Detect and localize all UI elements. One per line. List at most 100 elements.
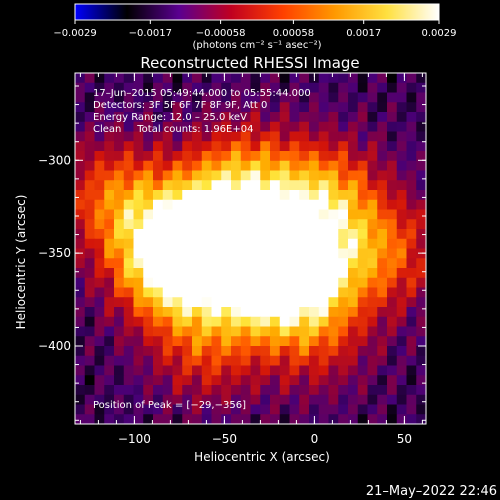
heatmap-cell <box>367 355 378 367</box>
annotation-clean: Clean Total counts: 1.96E+04 <box>93 124 253 135</box>
heatmap-cell <box>153 151 164 162</box>
heatmap-cell <box>260 112 271 123</box>
heatmap-cell <box>309 190 320 201</box>
heatmap-cell <box>84 121 96 133</box>
heatmap-cell <box>240 248 252 259</box>
heatmap-cell <box>114 141 125 152</box>
heatmap-cell <box>143 394 154 406</box>
heatmap-cell <box>299 346 310 357</box>
heatmap-cell <box>328 82 339 94</box>
heatmap-cell <box>318 346 330 357</box>
heatmap-cell <box>270 297 281 308</box>
heatmap-cell <box>289 248 300 259</box>
heatmap-cell <box>367 73 378 84</box>
heatmap-cell <box>94 355 105 367</box>
heatmap-cell <box>377 414 388 424</box>
heatmap-cell <box>387 102 398 113</box>
heatmap-cell <box>94 287 105 298</box>
heatmap-cell <box>309 268 320 279</box>
heatmap-cell <box>416 375 426 386</box>
heatmap-cell <box>377 131 388 142</box>
heatmap-cell <box>396 316 408 328</box>
heatmap-cell <box>367 375 378 386</box>
heatmap-cell <box>231 141 242 152</box>
heatmap-cell <box>104 336 115 347</box>
heatmap-cell <box>182 102 193 113</box>
heatmap-cell <box>192 131 203 142</box>
heatmap-cell <box>348 346 359 357</box>
heatmap-cell <box>348 365 359 376</box>
heatmap-cell <box>104 316 115 328</box>
heatmap-cell <box>299 385 310 396</box>
heatmap-cell <box>318 151 330 162</box>
heatmap-cell <box>279 394 291 406</box>
heatmap-cell <box>367 209 378 220</box>
heatmap-cell <box>221 346 232 357</box>
heatmap-cell <box>84 238 96 250</box>
heatmap-cell <box>133 141 144 152</box>
heatmap-cell <box>104 346 115 357</box>
colorbar-tick-label: −0.0017 <box>129 28 172 39</box>
heatmap-cell <box>240 316 252 328</box>
heatmap-cell <box>123 248 135 259</box>
heatmap-cell <box>143 121 154 133</box>
heatmap-cell <box>192 82 203 94</box>
heatmap-cell <box>318 73 330 84</box>
heatmap-cell <box>416 385 426 396</box>
heatmap-cell <box>338 199 349 211</box>
heatmap-cell <box>114 219 125 230</box>
heatmap-cell <box>318 160 330 172</box>
heatmap-cell <box>348 394 359 406</box>
heatmap-cell <box>260 141 271 152</box>
heatmap-cell <box>143 414 154 424</box>
heatmap-cell <box>221 316 232 328</box>
heatmap-cell <box>338 190 349 201</box>
heatmap-cell <box>377 355 388 367</box>
heatmap-cell <box>172 199 183 211</box>
heatmap-cell <box>114 92 125 103</box>
heatmap-cell <box>299 375 310 386</box>
heatmap-cell <box>133 268 144 279</box>
heatmap-cell <box>192 277 203 289</box>
heatmap-cell <box>84 316 96 328</box>
heatmap-cell <box>201 151 213 162</box>
colorbar <box>74 3 440 21</box>
heatmap-cell <box>123 73 135 84</box>
heatmap-cell <box>357 326 369 337</box>
heatmap-cell <box>201 355 213 367</box>
heatmap-cell <box>328 346 339 357</box>
heatmap-cell <box>289 151 300 162</box>
heatmap-cell <box>406 414 417 424</box>
heatmap-cell <box>338 346 349 357</box>
heatmap-cell <box>328 92 339 103</box>
heatmap-cell <box>396 92 408 103</box>
heatmap-cell <box>133 355 144 367</box>
heatmap-cell <box>348 258 359 269</box>
x-axis-label: Heliocentric X (arcsec) <box>194 450 330 464</box>
heatmap-cell <box>299 297 310 308</box>
heatmap-cell <box>328 238 339 250</box>
heatmap-cell <box>133 209 144 220</box>
heatmap-cell <box>318 180 330 191</box>
heatmap-cell <box>416 170 426 181</box>
heatmap-cell <box>94 151 105 162</box>
heatmap-cell <box>133 258 144 269</box>
heatmap-cell <box>396 121 408 133</box>
heatmap-cell <box>231 375 242 386</box>
heatmap-cell <box>406 277 417 289</box>
heatmap-cell <box>201 307 213 318</box>
heatmap-cell <box>162 336 174 347</box>
heatmap-cell <box>123 82 135 94</box>
heatmap-cell <box>162 82 174 94</box>
heatmap-cell <box>348 316 359 328</box>
heatmap-cell <box>221 336 232 347</box>
heatmap-cell <box>211 73 222 84</box>
heatmap-cell <box>211 277 222 289</box>
heatmap-cell <box>299 238 310 250</box>
heatmap-cell <box>250 346 261 357</box>
heatmap-cell <box>133 394 144 406</box>
heatmap-cell <box>279 73 291 84</box>
heatmap-cell <box>338 277 349 289</box>
heatmap-cell <box>123 404 135 415</box>
heatmap-cell <box>387 394 398 406</box>
